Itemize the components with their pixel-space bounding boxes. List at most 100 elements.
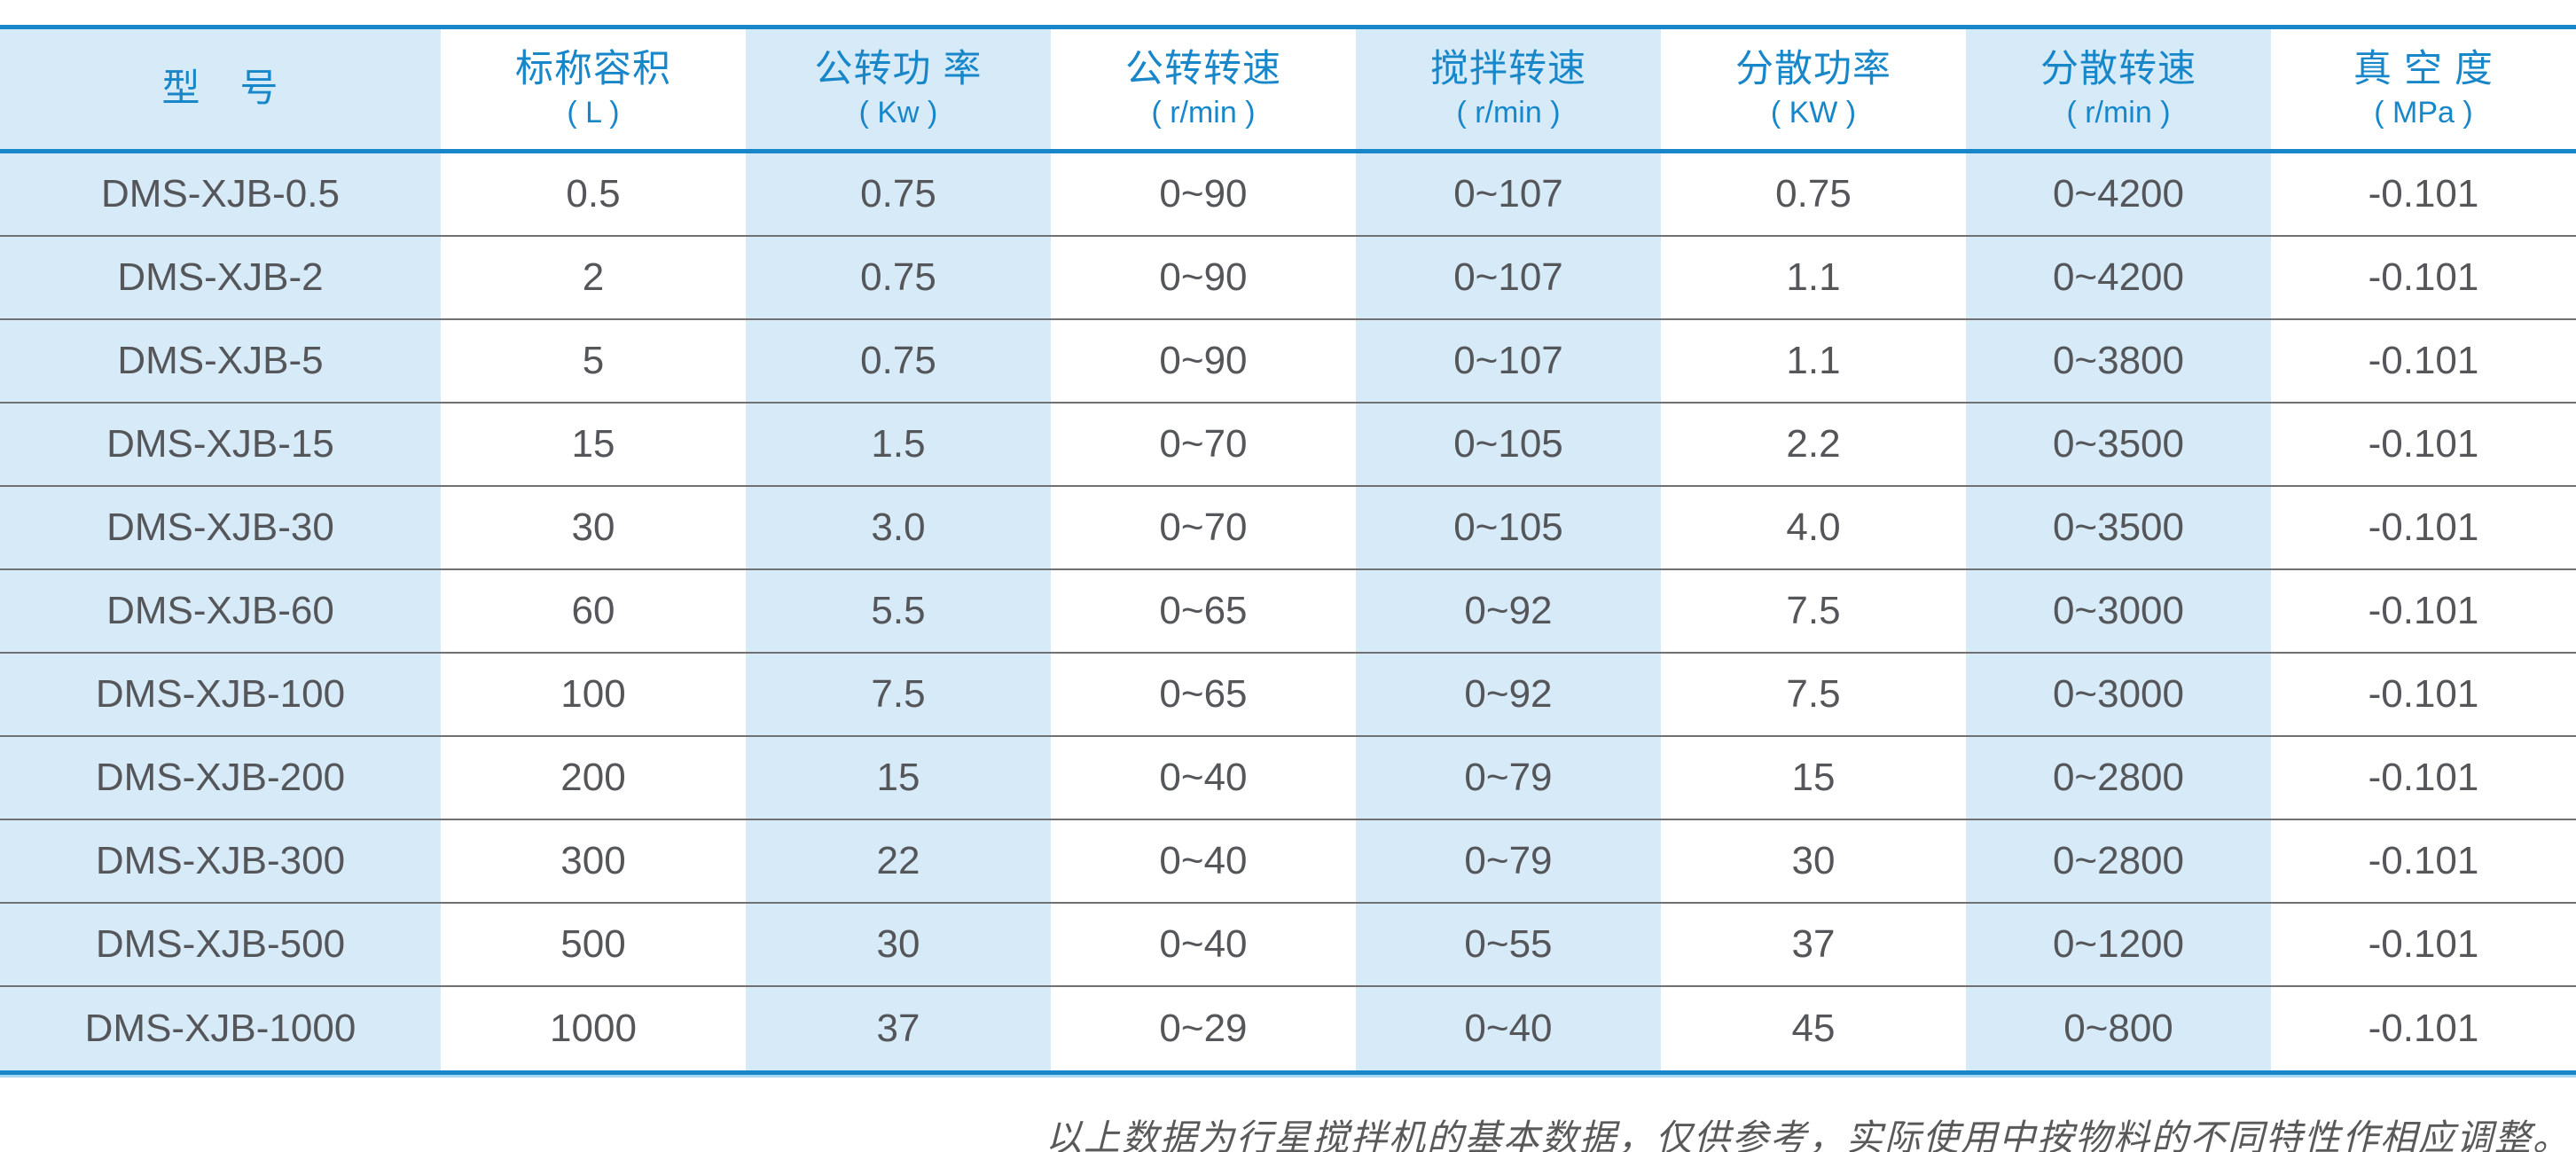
- cell-revolution-speed: 0~40: [1050, 737, 1356, 819]
- column-header-dispersion-speed: 分散转速 ( r/min ): [1965, 29, 2271, 149]
- cell-dispersion-power: 15: [1660, 737, 1966, 819]
- cell-vacuum-degree: -0.101: [2270, 487, 2576, 568]
- cell-revolution-power: 0.75: [745, 153, 1051, 235]
- header-separator-line: [0, 149, 2576, 153]
- cell-revolution-speed: 0~90: [1050, 320, 1356, 402]
- cell-nominal-capacity: 300: [440, 820, 746, 902]
- column-header-nominal-capacity: 标称容积 ( L ): [440, 29, 746, 149]
- cell-revolution-speed: 0~40: [1050, 904, 1356, 985]
- column-unit-revolution-power: ( Kw ): [858, 96, 938, 130]
- column-unit-vacuum-degree: ( MPa ): [2374, 96, 2473, 130]
- column-header-stirring-speed: 搅拌转速 ( r/min ): [1355, 29, 1661, 149]
- column-title-revolution-power: 公转功 率: [814, 48, 983, 91]
- table-top-border: [0, 25, 2576, 29]
- cell-dispersion-speed: 0~800: [1965, 987, 2271, 1070]
- cell-model: DMS-XJB-2: [0, 237, 441, 318]
- cell-revolution-power: 3.0: [745, 487, 1051, 568]
- cell-model: DMS-XJB-100: [0, 654, 441, 735]
- table-row-DMS-XJB-0.5: DMS-XJB-0.5 0.5 0.75 0~90 0~107 0.75 0~4200 -0.…: [0, 153, 2576, 237]
- cell-vacuum-degree: -0.101: [2270, 654, 2576, 735]
- column-header-revolution-speed: 公转转速 ( r/min ): [1050, 29, 1356, 149]
- cell-dispersion-speed: 0~3500: [1965, 404, 2271, 485]
- cell-dispersion-speed: 0~3000: [1965, 570, 2271, 652]
- footer-note: 以上数据为行星搅拌机的基本数据，仅供参考，实际使用中按物料的不同特性作相应调整。: [1045, 1117, 2571, 1152]
- cell-vacuum-degree: -0.101: [2270, 237, 2576, 318]
- column-title-revolution-speed: 公转转速: [1124, 48, 1281, 91]
- cell-revolution-speed: 0~70: [1050, 404, 1356, 485]
- cell-revolution-power: 15: [745, 737, 1051, 819]
- cell-dispersion-power: 1.1: [1660, 237, 1966, 318]
- cell-nominal-capacity: 60: [440, 570, 746, 652]
- cell-vacuum-degree: -0.101: [2270, 570, 2576, 652]
- column-unit-revolution-speed: ( r/min ): [1151, 96, 1256, 130]
- cell-nominal-capacity: 15: [440, 404, 746, 485]
- table-body: DMS-XJB-0.5 0.5 0.75 0~90 0~107 0.75 0~4200 -0.…: [0, 153, 2576, 1070]
- cell-vacuum-degree: -0.101: [2270, 404, 2576, 485]
- cell-revolution-speed: 0~90: [1050, 237, 1356, 318]
- cell-model: DMS-XJB-60: [0, 570, 441, 652]
- cell-stirring-speed: 0~105: [1355, 487, 1661, 568]
- cell-stirring-speed: 0~79: [1355, 820, 1661, 902]
- cell-dispersion-power: 2.2: [1660, 404, 1966, 485]
- column-title-dispersion-speed: 分散转速: [2040, 48, 2196, 91]
- column-header-revolution-power: 公转功 率 ( Kw ): [745, 29, 1051, 149]
- cell-vacuum-degree: -0.101: [2270, 820, 2576, 902]
- column-title-model: 型 号: [161, 67, 279, 111]
- cell-revolution-power: 1.5: [745, 404, 1051, 485]
- cell-dispersion-power: 37: [1660, 904, 1966, 985]
- cell-model: DMS-XJB-300: [0, 820, 441, 902]
- cell-vacuum-degree: -0.101: [2270, 987, 2576, 1070]
- column-title-vacuum-degree: 真 空 度: [2353, 48, 2494, 91]
- cell-stirring-speed: 0~107: [1355, 237, 1661, 318]
- table-row-DMS-XJB-15: DMS-XJB-15 15 1.5 0~70 0~105 2.2 0~3500 -0.101: [0, 404, 2576, 487]
- cell-revolution-power: 0.75: [745, 320, 1051, 402]
- cell-nominal-capacity: 500: [440, 904, 746, 985]
- cell-stirring-speed: 0~105: [1355, 404, 1661, 485]
- table-row-DMS-XJB-5: DMS-XJB-5 5 0.75 0~90 0~107 1.1 0~3800 -0.101: [0, 320, 2576, 404]
- cell-revolution-power: 30: [745, 904, 1051, 985]
- column-title-dispersion-power: 分散功率: [1734, 48, 1891, 91]
- cell-dispersion-speed: 0~4200: [1965, 237, 2271, 318]
- table-bottom-border-highlight: [0, 1075, 2576, 1078]
- table-row-DMS-XJB-300: DMS-XJB-300 300 22 0~40 0~79 30 0~2800 -0.101: [0, 820, 2576, 904]
- cell-dispersion-speed: 0~3500: [1965, 487, 2271, 568]
- table-row-DMS-XJB-100: DMS-XJB-100 100 7.5 0~65 0~92 7.5 0~3000 -0.101: [0, 654, 2576, 737]
- cell-stirring-speed: 0~107: [1355, 153, 1661, 235]
- cell-revolution-power: 7.5: [745, 654, 1051, 735]
- cell-dispersion-speed: 0~3800: [1965, 320, 2271, 402]
- cell-vacuum-degree: -0.101: [2270, 904, 2576, 985]
- column-unit-dispersion-power: ( KW ): [1770, 96, 1857, 130]
- cell-dispersion-speed: 0~3000: [1965, 654, 2271, 735]
- cell-vacuum-degree: -0.101: [2270, 153, 2576, 235]
- cell-revolution-speed: 0~40: [1050, 820, 1356, 902]
- cell-nominal-capacity: 0.5: [440, 153, 746, 235]
- cell-dispersion-power: 7.5: [1660, 570, 1966, 652]
- cell-revolution-power: 5.5: [745, 570, 1051, 652]
- cell-stirring-speed: 0~40: [1355, 987, 1661, 1070]
- cell-dispersion-speed: 0~2800: [1965, 820, 2271, 902]
- cell-revolution-speed: 0~70: [1050, 487, 1356, 568]
- cell-nominal-capacity: 30: [440, 487, 746, 568]
- cell-nominal-capacity: 2: [440, 237, 746, 318]
- cell-model: DMS-XJB-1000: [0, 987, 441, 1070]
- cell-dispersion-power: 4.0: [1660, 487, 1966, 568]
- cell-dispersion-power: 45: [1660, 987, 1966, 1070]
- cell-revolution-speed: 0~90: [1050, 153, 1356, 235]
- table-row-DMS-XJB-30: DMS-XJB-30 30 3.0 0~70 0~105 4.0 0~3500 -0.101: [0, 487, 2576, 570]
- column-header-dispersion-power: 分散功率 ( KW ): [1660, 29, 1966, 149]
- cell-model: DMS-XJB-15: [0, 404, 441, 485]
- cell-revolution-power: 22: [745, 820, 1051, 902]
- table-bottom-border: [0, 1070, 2576, 1075]
- cell-vacuum-degree: -0.101: [2270, 320, 2576, 402]
- cell-stirring-speed: 0~92: [1355, 654, 1661, 735]
- table-row-DMS-XJB-1000: DMS-XJB-1000 1000 37 0~29 0~40 45 0~800 -0.101: [0, 987, 2576, 1070]
- column-unit-nominal-capacity: ( L ): [567, 96, 620, 130]
- cell-dispersion-power: 1.1: [1660, 320, 1966, 402]
- spec-table: 型 号 标称容积 ( L ) 公转功 率 ( Kw ) 公转转速 ( r/min ) 搅拌转速…: [0, 25, 2576, 1078]
- cell-dispersion-speed: 0~1200: [1965, 904, 2271, 985]
- column-header-vacuum-degree: 真 空 度 ( MPa ): [2270, 29, 2576, 149]
- cell-dispersion-power: 30: [1660, 820, 1966, 902]
- column-title-nominal-capacity: 标称容积: [514, 48, 671, 91]
- cell-dispersion-speed: 0~4200: [1965, 153, 2271, 235]
